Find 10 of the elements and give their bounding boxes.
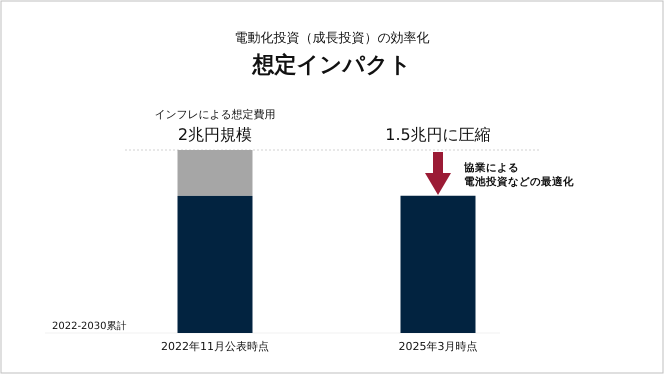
annotation: 協業による [463, 161, 519, 174]
x-tick-label: 2025年3月時点 [398, 340, 478, 353]
total-label: 2兆円規模 [178, 125, 252, 144]
annotation: 2022-2030累計 [52, 320, 127, 332]
x-tick-label: 2022年11月公表時点 [161, 340, 269, 353]
chart-subtitle: 電動化投資（成長投資）の効率化 [234, 30, 430, 46]
chart-title: 想定インパクト [252, 52, 412, 78]
text: インフレによる想定費用 [154, 108, 276, 121]
annotation: 電池投資などの最適化 [464, 175, 575, 188]
text: 1.5兆円に圧縮 [385, 125, 491, 144]
